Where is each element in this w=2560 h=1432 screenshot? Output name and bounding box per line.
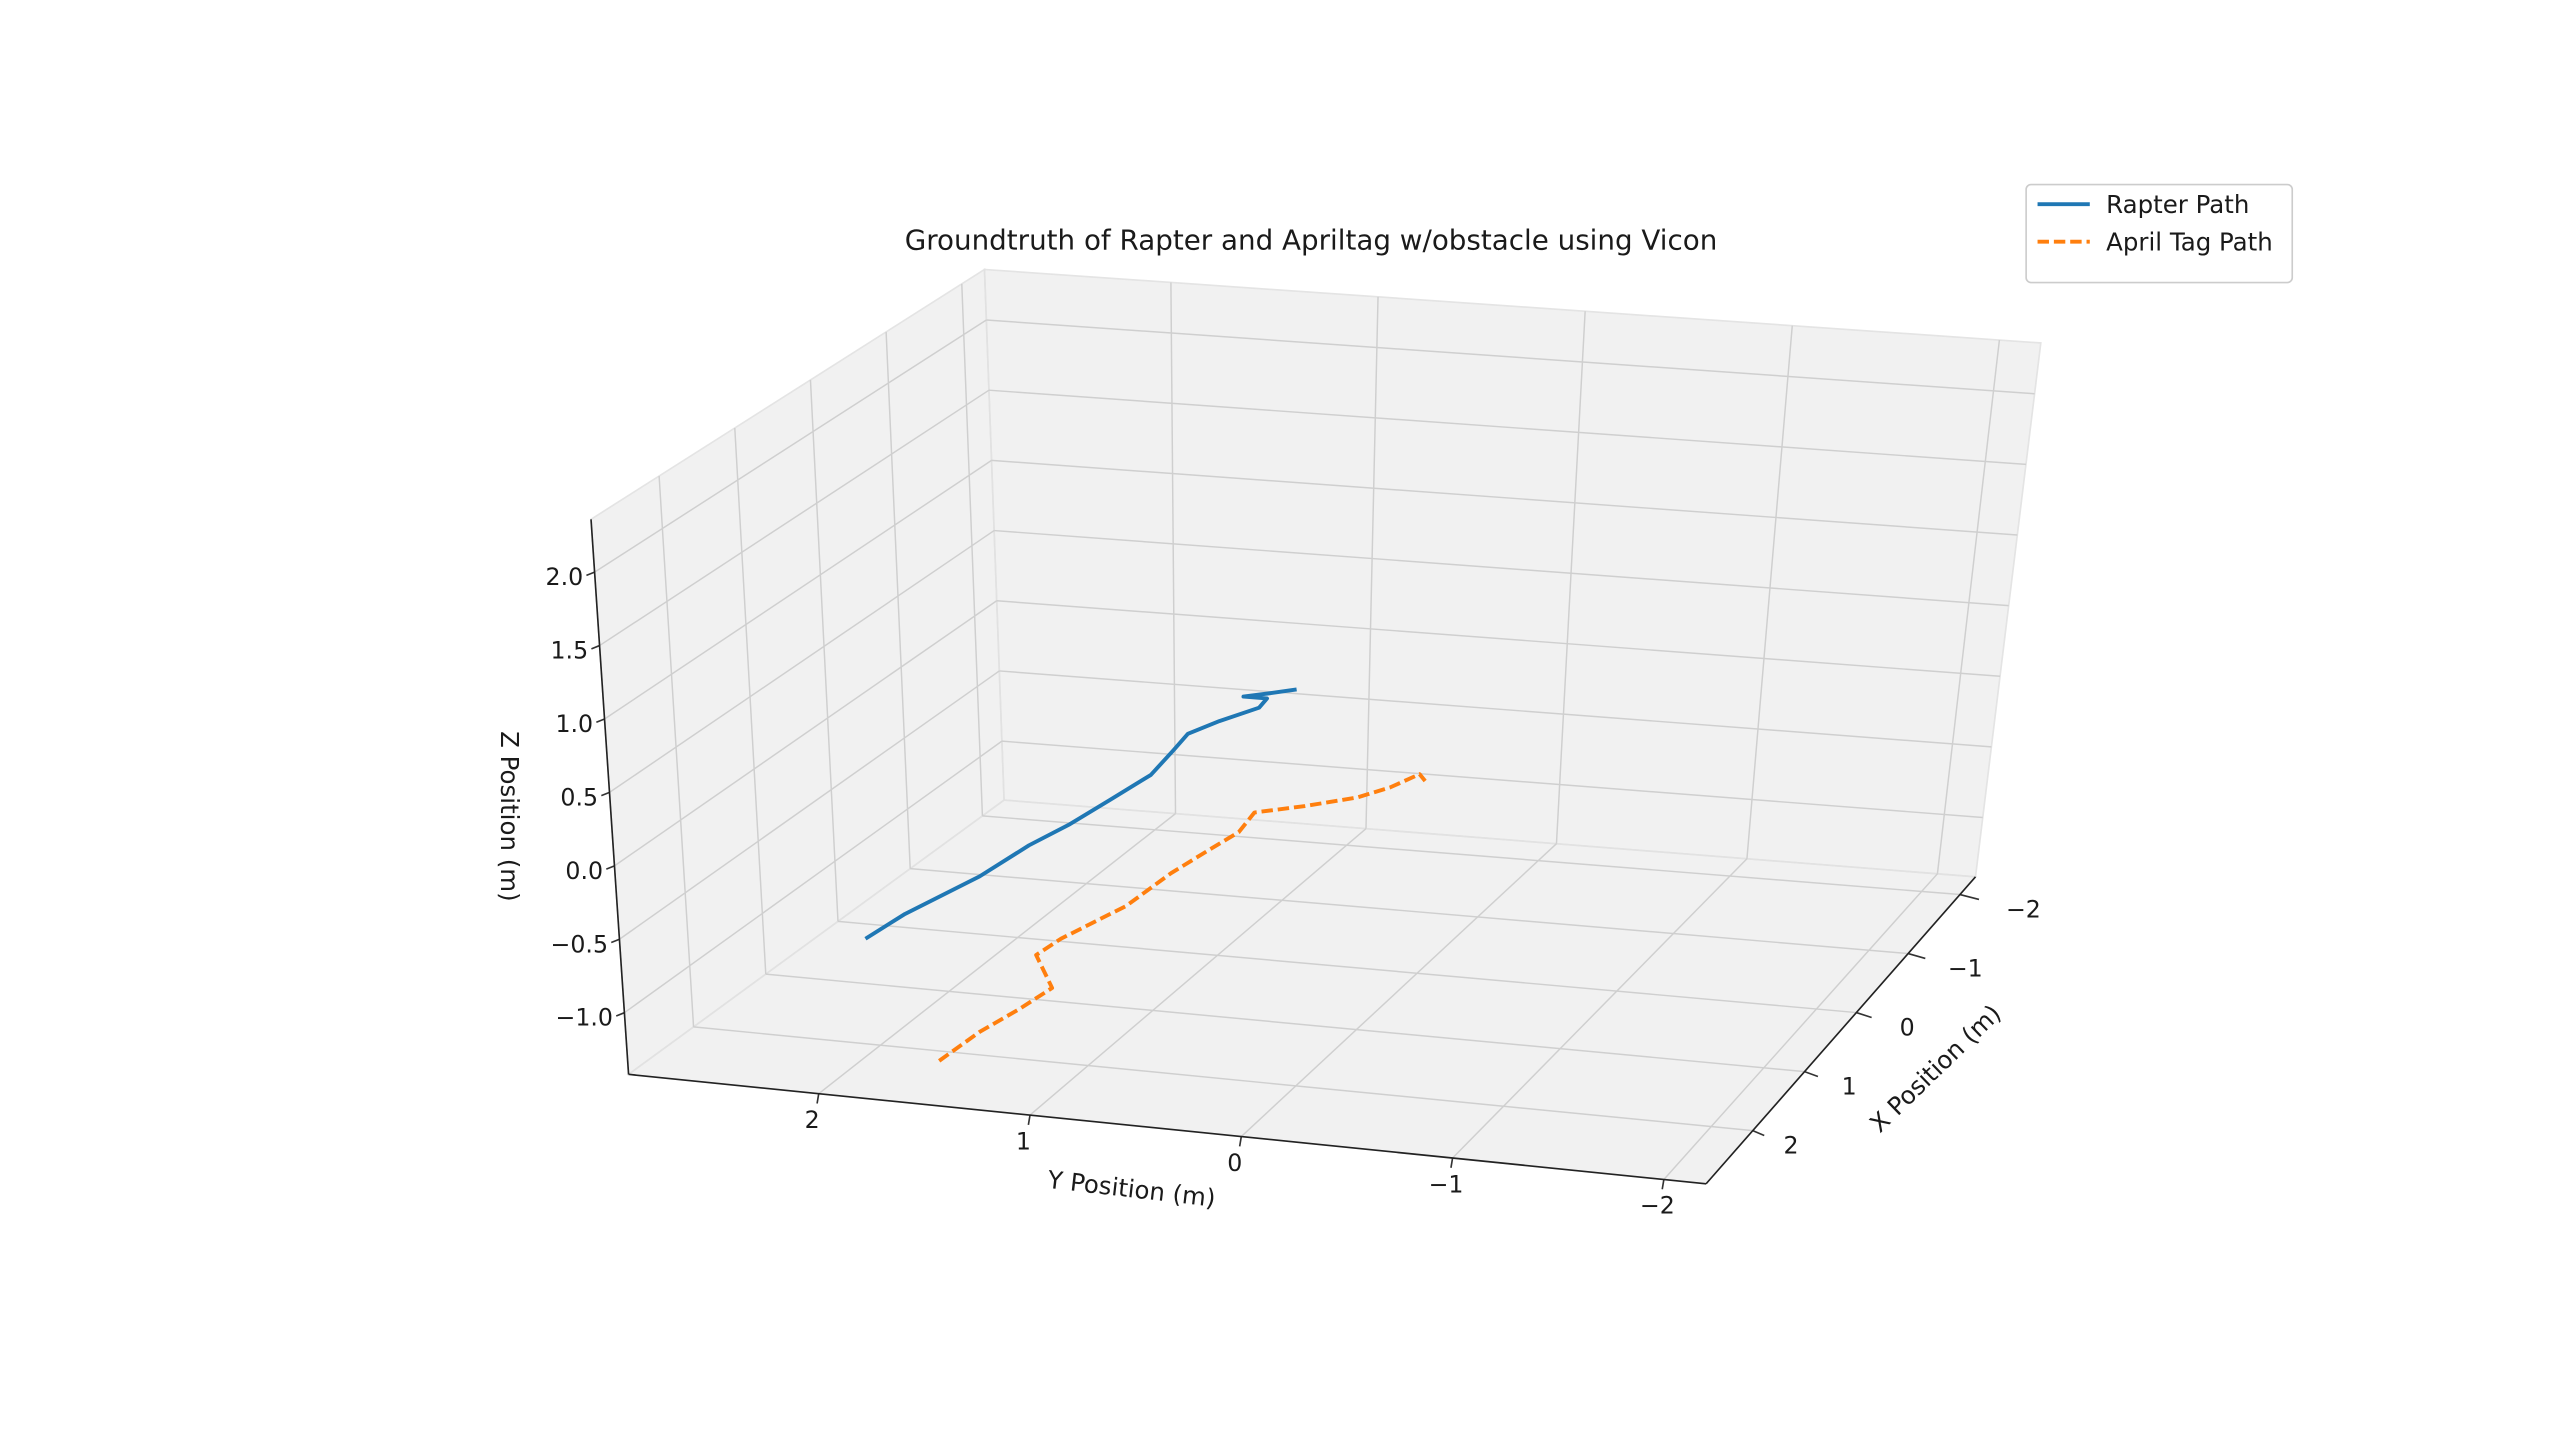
grid-line xyxy=(818,813,1176,1095)
grid-line xyxy=(693,1026,1753,1132)
grid-line xyxy=(982,815,1961,896)
tick-mark xyxy=(1804,1070,1819,1078)
z-tick-label: 1.5 xyxy=(551,637,589,665)
tick-mark xyxy=(605,865,615,870)
tick-mark xyxy=(586,571,595,577)
tick-mark xyxy=(601,791,610,797)
grid-line xyxy=(623,740,1003,1014)
data-lines xyxy=(864,687,1427,1063)
legend-box xyxy=(2025,183,2294,284)
tick-mark xyxy=(596,718,605,724)
legend: Rapter Path April Tag Path xyxy=(2025,183,2294,284)
grid-line xyxy=(1240,843,1557,1138)
x-tick-label: 1 xyxy=(1842,1072,1857,1100)
z-tick-label: −1.0 xyxy=(556,1004,613,1032)
y-tick-label: 1 xyxy=(1016,1127,1031,1155)
grid-line xyxy=(599,389,990,647)
y-axis-line xyxy=(628,1073,1707,1185)
grid-line xyxy=(1001,740,1983,819)
tick-mark xyxy=(816,1093,820,1104)
grid-line xyxy=(594,319,987,573)
tick-mark xyxy=(1027,1114,1031,1126)
tick-mark xyxy=(1752,1129,1765,1137)
y-tick-label: 2 xyxy=(805,1106,820,1134)
x-axis-line xyxy=(1705,876,1977,1185)
x-tick-label: −1 xyxy=(1948,954,1983,982)
axes: −2 −1 0 1 2 −2 −1 0 1 2 −1.0 −0.5 0.0 0.5 1.0 1.5 2.0 xyxy=(546,519,2041,1220)
grid-line xyxy=(734,427,767,975)
grid-line xyxy=(1746,325,1794,859)
legend-label: Rapter Path xyxy=(2106,190,2249,219)
y-tick-label: −2 xyxy=(1640,1192,1675,1220)
z-axis-line xyxy=(590,519,630,1075)
legend-label: April Tag Path xyxy=(2106,227,2273,256)
grid-line xyxy=(837,920,1857,1014)
grid-line xyxy=(1365,296,1379,829)
grid-line xyxy=(1663,873,1938,1180)
back-pane xyxy=(983,268,2042,878)
grid-line xyxy=(604,459,992,720)
z-tick-label: 2.0 xyxy=(546,563,584,591)
y-tick-label: −1 xyxy=(1429,1170,1464,1198)
tick-mark xyxy=(591,644,600,650)
tick-mark xyxy=(615,1011,625,1017)
x-tick-label: 0 xyxy=(1900,1013,1915,1041)
grid-line xyxy=(910,867,1909,955)
grid-line xyxy=(994,529,2009,607)
grid-line xyxy=(991,459,2018,536)
panes xyxy=(590,268,2042,1185)
z-tick-label: 0.0 xyxy=(565,857,603,885)
x-axis-label: X Position (m) xyxy=(1864,999,2007,1138)
grid-line xyxy=(1170,282,1177,814)
tick-mark xyxy=(1450,1157,1454,1168)
z-tick-label: 0.5 xyxy=(560,783,598,811)
z-axis-label: Z Position (m) xyxy=(495,731,524,902)
grid xyxy=(594,282,2035,1180)
x-tick-label: −2 xyxy=(2006,895,2041,923)
grid-line xyxy=(885,331,911,869)
grid-line xyxy=(986,319,2035,395)
grid-line xyxy=(619,670,1000,940)
grid-line xyxy=(1936,339,2001,874)
z-tick-label: 1.0 xyxy=(555,710,593,738)
y-tick-label: 0 xyxy=(1227,1149,1242,1177)
grid-line xyxy=(996,600,2001,677)
series-line xyxy=(938,772,1427,1063)
grid-line xyxy=(961,283,984,816)
tick-mark xyxy=(1856,1011,1872,1019)
grid-line xyxy=(1452,858,1748,1159)
tick-mark xyxy=(1661,1179,1665,1190)
chart-title: Groundtruth of Rapter and Apriltag w/obs… xyxy=(905,224,1718,257)
grid-line xyxy=(614,600,998,867)
x-tick-label: 2 xyxy=(1784,1131,1799,1159)
grid-line xyxy=(999,670,1992,748)
grid-line xyxy=(809,379,839,922)
grid-line xyxy=(765,973,1805,1073)
z-tick-label: −0.5 xyxy=(551,930,608,958)
tick-mark xyxy=(1959,893,1980,901)
grid-line xyxy=(988,389,2027,466)
tick-mark xyxy=(1238,1136,1243,1147)
grid-line xyxy=(1555,311,1586,844)
grid-line xyxy=(1029,828,1367,1116)
grid-line xyxy=(609,529,995,794)
tick-mark xyxy=(1907,952,1926,960)
tick-mark xyxy=(610,938,620,944)
y-axis-label: Y Position (m) xyxy=(1045,1165,1217,1213)
grid-line xyxy=(658,475,695,1027)
series-line xyxy=(864,687,1297,941)
